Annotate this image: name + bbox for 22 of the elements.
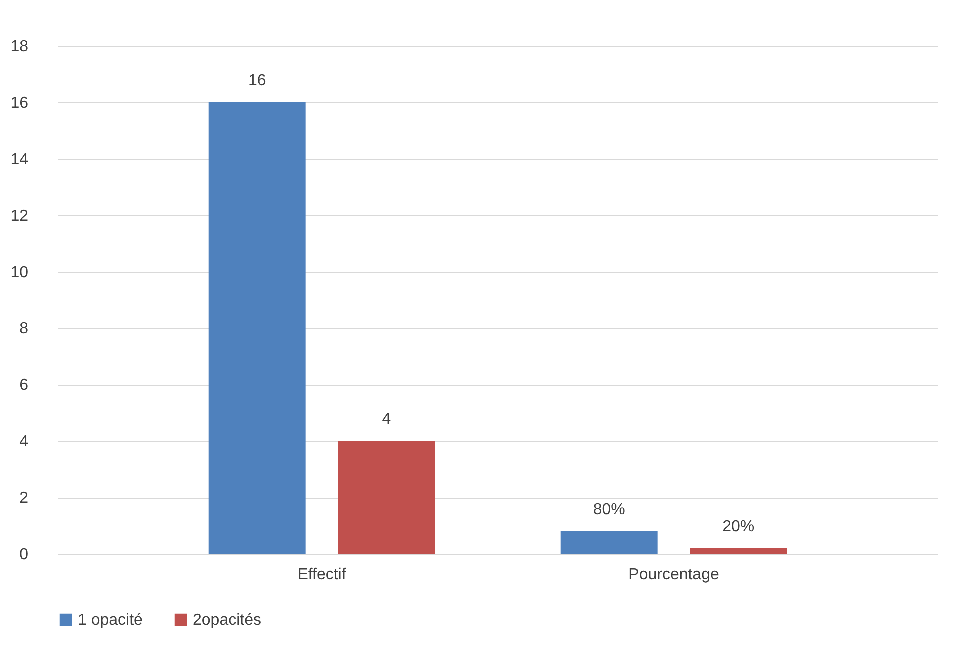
y-tick-label: 16 [10, 94, 29, 112]
data-label: 16 [248, 72, 266, 90]
data-label: 80% [593, 501, 626, 518]
legend-label: 1 opacité [78, 612, 144, 629]
data-label: 20% [722, 518, 755, 536]
x-tick-label: Pourcentage [628, 566, 720, 584]
bar [338, 441, 436, 554]
y-tick-label: 6 [20, 377, 29, 394]
legend-label: 2opacités [193, 612, 262, 629]
y-tick-label: 18 [10, 38, 29, 56]
y-tick-label: 0 [20, 546, 29, 564]
y-tick-label: 10 [10, 264, 29, 282]
bar [208, 102, 306, 554]
data-label: 4 [382, 411, 392, 428]
y-tick-label: 12 [10, 208, 29, 225]
bar [560, 531, 658, 554]
bar [690, 548, 788, 554]
y-tick-label: 14 [10, 151, 29, 168]
y-tick-label: 2 [20, 490, 29, 508]
y-tick-label: 4 [20, 434, 29, 451]
y-tick-label: 8 [20, 320, 29, 338]
x-tick-label: Effectif [298, 566, 347, 584]
